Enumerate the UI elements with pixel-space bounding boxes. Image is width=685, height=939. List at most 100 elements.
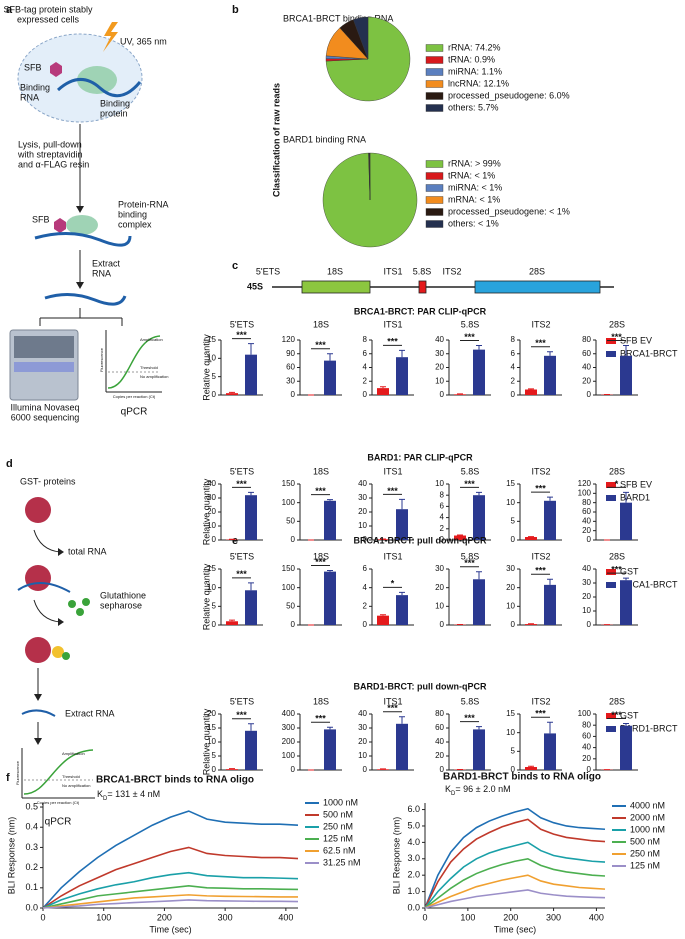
error-bar	[327, 569, 333, 572]
y-tick-label: 10	[207, 737, 216, 746]
legend-swatch	[606, 482, 616, 488]
y-tick-label: 60	[286, 363, 295, 372]
bar	[245, 354, 257, 395]
significance: ***	[611, 564, 622, 574]
legend-label: 250 nM	[630, 848, 660, 858]
y-tick-label: 30	[358, 723, 367, 732]
legend-swatch	[606, 713, 616, 719]
mini-plot-text: Copies per reaction (Ct)	[37, 800, 80, 805]
significance: ***	[611, 332, 622, 342]
schematic-text: Glutathione	[100, 590, 146, 600]
rna	[17, 582, 71, 593]
region-label: ITS1	[383, 266, 402, 276]
x-tick-label: 300	[218, 912, 233, 922]
y-tick-label: 0.5	[25, 801, 38, 811]
y-tick-label: 50	[286, 516, 295, 525]
pie-slice	[322, 152, 418, 248]
y-tick-label: 15	[207, 564, 216, 573]
y-tick-label: 0	[363, 620, 368, 629]
y-tick-label: 20	[582, 376, 591, 385]
legend-label: 62.5 nM	[323, 845, 356, 855]
legend-swatch	[606, 726, 616, 732]
bar	[324, 571, 336, 625]
y-tick-label: 0	[511, 765, 516, 774]
panel-title: 28S	[609, 696, 625, 706]
schematic-text: Illumina Novaseq	[10, 402, 79, 412]
y-tick-label: 20	[506, 583, 515, 592]
schematic-text: qPCR	[45, 817, 72, 828]
bead	[82, 598, 90, 606]
error-bar	[380, 386, 386, 389]
gene-region	[474, 280, 601, 294]
y-tick-label: 40	[582, 516, 591, 525]
panel-title: ITS1	[383, 466, 402, 476]
y-axis-label: Relative quantity	[201, 563, 211, 630]
error-bar	[547, 721, 553, 734]
legend-label: others: < 1%	[448, 218, 499, 228]
y-tick-label: 0.3	[25, 842, 38, 852]
y-tick-label: 0.0	[407, 902, 420, 912]
x-tick-label: 400	[278, 912, 293, 922]
error-bar	[528, 388, 534, 390]
schematic-text: GST- proteins	[20, 476, 76, 486]
schematic-text: binding	[118, 209, 147, 219]
x-tick-label: 200	[157, 912, 172, 922]
mini-plot-text: Fluorescence	[99, 347, 104, 372]
mini-curve	[23, 749, 94, 795]
y-tick-label: 40	[582, 564, 591, 573]
significance: ***	[315, 557, 326, 567]
bead	[62, 652, 70, 660]
panel-label: b	[232, 4, 239, 16]
y-tick-label: 50	[286, 601, 295, 610]
significance: ***	[387, 703, 398, 713]
y-tick-label: 30	[207, 493, 216, 502]
significance: ***	[464, 558, 475, 568]
kd-label: KD= 131 ± 4 nM	[97, 789, 160, 801]
kd-text: = 96 ± 2.0 nM	[455, 784, 510, 794]
bar	[226, 769, 238, 770]
y-tick-label: 20	[582, 526, 591, 535]
error-bar	[528, 765, 534, 768]
panel-a-schematic	[9, 22, 162, 401]
y-tick-label: 5	[212, 372, 217, 381]
y-tick-label: 0	[587, 620, 592, 629]
significance: ***	[236, 710, 247, 720]
panel-title: 5.8S	[461, 466, 480, 476]
y-tick-label: 8	[511, 335, 516, 344]
schematic-text: Lysis, pull-down	[18, 139, 82, 149]
series-line	[424, 807, 606, 909]
y-tick-label: 400	[282, 709, 296, 718]
y-tick-label: 0	[587, 535, 592, 544]
gst-protein	[25, 637, 51, 663]
chart-title: BARD1: PAR CLIP-qPCR	[367, 452, 473, 462]
region-label: 28S	[529, 266, 545, 276]
y-tick-label: 10	[207, 521, 216, 530]
gst-protein	[25, 497, 51, 523]
y-tick-label: 15	[207, 335, 216, 344]
bar	[396, 723, 408, 770]
series-line	[424, 874, 606, 909]
kd-subscript: D	[451, 791, 456, 797]
y-tick-label: 5	[212, 751, 217, 760]
significance: ***	[464, 713, 475, 723]
kd-symbol: K	[445, 784, 451, 794]
y-tick-label: 5.0	[407, 820, 420, 830]
y-tick-label: 2	[363, 376, 368, 385]
y-tick-label: 20	[207, 709, 216, 718]
y-tick-label: 20	[207, 507, 216, 516]
mini-plot-text: No amplification	[62, 783, 90, 788]
bar	[377, 388, 389, 395]
y-tick-label: 0	[291, 620, 296, 629]
sequencer-lid	[14, 336, 74, 358]
legend-swatch	[425, 184, 444, 192]
bar	[377, 539, 389, 540]
y-tick-label: 6	[363, 349, 368, 358]
schematic-text: Extract	[92, 258, 121, 268]
panel-title: ITS1	[383, 551, 402, 561]
panel-title: 5'ETS	[230, 696, 254, 706]
y-tick-label: 0	[363, 765, 368, 774]
y-tick-label: 10	[435, 601, 444, 610]
gst-tag	[50, 502, 58, 518]
panel-title: 5'ETS	[230, 319, 254, 329]
panel-title: 18S	[313, 319, 329, 329]
